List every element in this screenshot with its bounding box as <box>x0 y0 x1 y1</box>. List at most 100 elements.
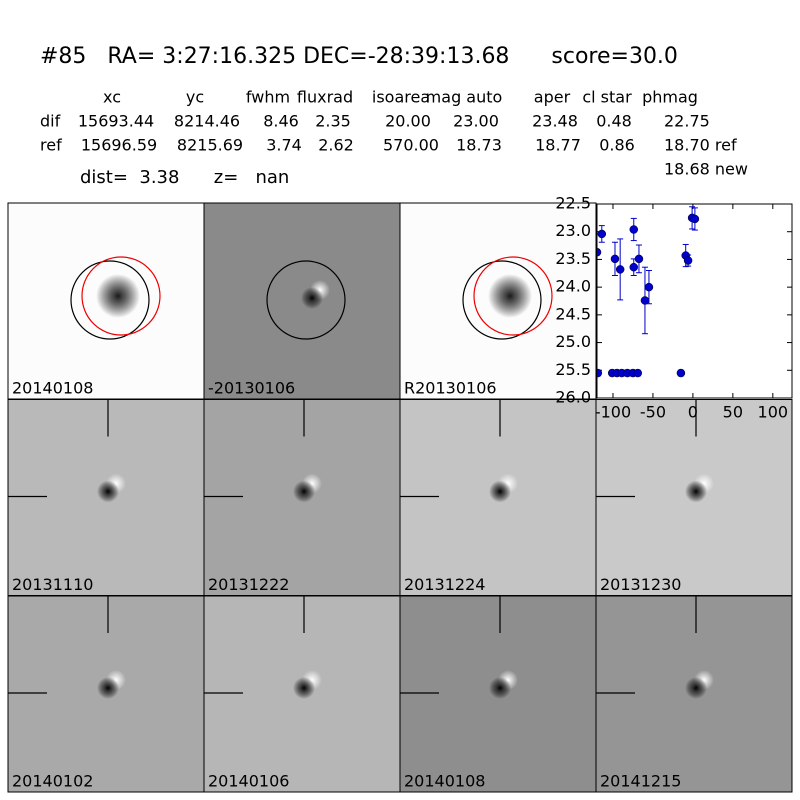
x-tick-label: 0 <box>688 403 698 422</box>
panel-label: 20140102 <box>12 772 93 791</box>
panel-label: 20131110 <box>12 575 93 594</box>
source-dark <box>293 480 315 503</box>
x-tick-label: 50 <box>723 403 743 422</box>
table-cell: 18.73 <box>456 136 502 155</box>
aperture-ref <box>473 256 553 336</box>
y-tick-label: 23.5 <box>555 249 591 268</box>
table-cell: 570.00 <box>383 136 439 155</box>
column-header: fwhm <box>246 88 290 107</box>
point <box>597 229 607 239</box>
y-tick-label: 25.0 <box>555 332 591 351</box>
table-cell: 22.75 <box>664 112 710 131</box>
lightcurve: 22.5 23.0 23.5 24.0 24.5 25.0 25.5 26.0-100 -50 0… <box>555 194 793 422</box>
source-dark <box>301 287 323 309</box>
table-cell: dif <box>40 112 61 131</box>
point <box>610 254 620 264</box>
source-dark <box>97 480 119 503</box>
point <box>615 265 625 274</box>
table-cell: 18.70 ref <box>664 136 737 155</box>
image-panel: 20140108 <box>7 202 205 400</box>
table-cell: 20.00 <box>385 112 431 131</box>
table-cell: 2.35 <box>315 112 351 131</box>
plot-area <box>596 203 793 399</box>
y-tick-label: 23.0 <box>555 221 591 240</box>
aperture <box>266 260 346 340</box>
table-cell: 8214.46 <box>174 112 240 131</box>
table-cell: 0.48 <box>596 112 632 131</box>
x-tick-label: -100 <box>595 403 631 422</box>
image-panel: 20140102 <box>7 595 205 793</box>
phmag-new: 18.68 new <box>664 160 748 179</box>
column-header: cl star <box>582 88 632 107</box>
title: #85 RA= 3:27:16.325 DEC=-28:39:13.68 sco… <box>40 44 678 69</box>
table-cell: 23.48 <box>532 112 578 131</box>
point <box>633 368 643 378</box>
point <box>640 296 650 305</box>
table-cell: 2.62 <box>318 136 354 155</box>
image-panel: R20130106 <box>399 202 597 400</box>
source-dark <box>97 677 119 699</box>
x-tick-label: 100 <box>758 403 789 422</box>
marks <box>597 206 700 378</box>
aperture <box>70 260 150 340</box>
table-cell: 23.00 <box>453 112 499 131</box>
image-panel: 20131222 <box>203 399 401 596</box>
y-tick-label: 24.5 <box>555 304 591 323</box>
panel-label: 20131222 <box>208 575 289 594</box>
table-cell: 8215.69 <box>177 136 243 155</box>
source-blob <box>96 274 140 318</box>
point <box>629 225 639 234</box>
column-header: mag auto <box>426 88 503 107</box>
dist-line: dist= 3.38 z= nan <box>80 167 289 188</box>
image-panel: -20130106 <box>203 202 401 400</box>
point <box>690 214 700 224</box>
aperture-ref <box>81 256 161 336</box>
point <box>676 368 686 378</box>
column-header: yc <box>186 88 204 107</box>
column-header: phmag <box>642 88 698 107</box>
table-cell: 18.77 <box>535 136 581 155</box>
point <box>597 368 603 378</box>
point <box>597 247 602 257</box>
table-cell: 0.86 <box>599 136 635 155</box>
image-panel: 20131110 <box>7 399 205 596</box>
panel-label: -20130106 <box>208 379 295 398</box>
image-panel: 20131224 <box>399 399 597 596</box>
image-panel: 20140108 <box>399 595 597 793</box>
y-tick-label: 26.0 <box>555 388 591 407</box>
y-tick-label: 25.5 <box>555 360 591 379</box>
source-dark <box>489 480 511 503</box>
y-tick-label: 22.5 <box>555 194 591 213</box>
panel-label: 20140108 <box>12 379 93 398</box>
panels: 20140108 -20130106 R20130106 20131110 201312… <box>7 202 793 793</box>
image-panel: 20140106 <box>203 595 401 793</box>
panel-label: 20140106 <box>208 772 289 791</box>
table-cell: 15696.59 <box>81 136 157 155</box>
table-cell: 3.74 <box>266 136 302 155</box>
image-panel: 20141215 <box>595 595 793 793</box>
source-dark <box>293 677 315 699</box>
panel-label: 20141215 <box>600 772 681 791</box>
point <box>634 254 644 264</box>
source-dark <box>685 480 707 503</box>
table-cell: 15693.44 <box>78 112 154 131</box>
point <box>683 256 693 265</box>
column-header: isoarea <box>372 88 430 107</box>
image-panel: 20131230 <box>595 399 793 596</box>
source-blob <box>488 274 532 318</box>
table-cell: ref <box>40 136 62 155</box>
y-tick-label: 24.0 <box>555 277 591 296</box>
x-tick-label: -50 <box>640 403 666 422</box>
panel-label: 20140108 <box>404 772 485 791</box>
panel-label: R20130106 <box>404 379 497 398</box>
aperture <box>462 260 542 340</box>
point <box>644 282 654 292</box>
point <box>629 262 639 272</box>
panel-label: 20131230 <box>600 575 681 594</box>
column-header: fluxrad <box>297 88 353 107</box>
source-dark <box>685 677 707 699</box>
table-cell: 8.46 <box>263 112 299 131</box>
source-dark <box>489 677 511 699</box>
panel-label: 20131224 <box>404 575 485 594</box>
